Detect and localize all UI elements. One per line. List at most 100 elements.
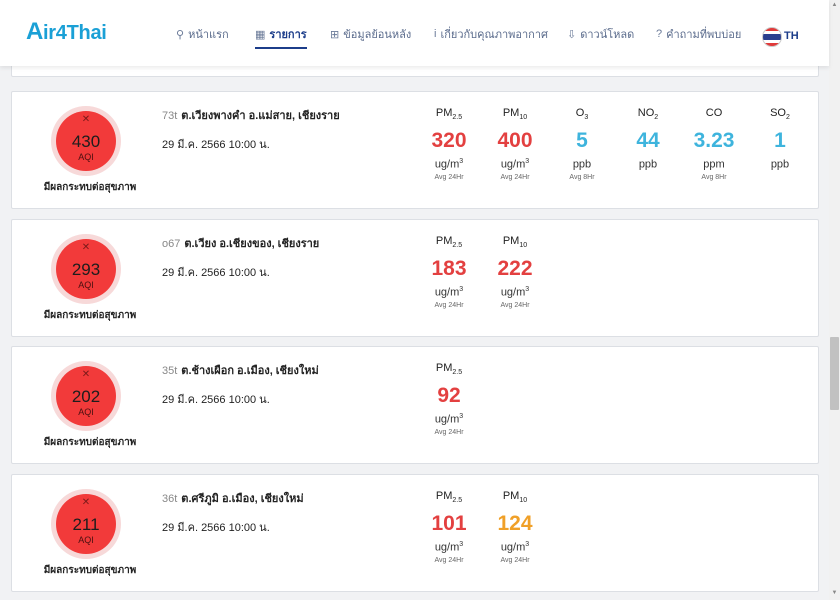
sad-face-icon: ✕ [81, 242, 91, 253]
station-code: 35t [162, 365, 178, 377]
info-icon: i [434, 28, 437, 40]
aqi-circle: ✕ 211 AQI [56, 494, 116, 554]
download-icon: ⇩ [567, 28, 577, 41]
pollutant-value: 400 [497, 129, 533, 152]
pollutant-avg-period: Avg 24Hr [500, 173, 530, 181]
pollutant-unit: ppb [572, 158, 592, 171]
station-name[interactable]: 36t ต.ศรีภูมิ อ.เมือง, เชียงใหม่ [162, 489, 304, 507]
pollutant-name: PM10 [502, 235, 528, 250]
scroll-down-arrow-icon[interactable]: ▼ [831, 590, 838, 596]
nav-download-label: ดาวน์โหลด [580, 29, 635, 41]
pollutant-avg-period: Avg 8Hr [569, 173, 595, 181]
language-switch[interactable]: TH [784, 30, 799, 42]
station-datetime: 29 มี.ค. 2566 10:00 น. [162, 522, 270, 534]
pollutant-unit: ug/m3 [434, 286, 464, 299]
pollutant-unit: ug/m3 [500, 541, 530, 554]
pollutant-so2: SO2 1 ppb [747, 107, 813, 174]
station-card[interactable]: ✕ 202 AQI มีผลกระทบต่อสุขภาพ 35t ต.ช้างเผ… [11, 346, 819, 464]
station-name[interactable]: 73t ต.เวียงพางคำ อ.แม่สาย, เชียงราย [162, 106, 340, 124]
sad-face-icon: ✕ [81, 369, 91, 380]
pollutant-o3: O3 5 ppb Avg 8Hr [549, 107, 615, 181]
pollutant-name: NO2 [637, 107, 659, 122]
station-location: ต.เวียง อ.เชียงของ, เชียงราย [184, 238, 320, 250]
station-name[interactable]: o67 ต.เวียง อ.เชียงของ, เชียงราย [162, 234, 319, 252]
pollutant-avg-period: Avg 8Hr [701, 173, 727, 181]
pollutant-unit: ug/m3 [500, 286, 530, 299]
air4thai-logo[interactable]: Air4Thai [26, 18, 107, 46]
pollutant-avg-period: Avg 24Hr [434, 301, 464, 309]
aqi-circle: ✕ 293 AQI [56, 239, 116, 299]
list-icon: ▦ [255, 28, 266, 41]
pollutant-name: PM2.5 [435, 362, 463, 377]
health-status: มีผลกระทบต่อสุขภาพ [43, 565, 137, 576]
pollutant-value: 1 [774, 129, 786, 152]
pollutant-pm25: PM2.5 92 ug/m3 Avg 24Hr [416, 362, 482, 436]
station-code: o67 [162, 238, 181, 250]
logo-text: ir4Thai [43, 22, 107, 44]
pollutant-pm10: PM10 222 ug/m3 Avg 24Hr [482, 235, 548, 309]
sad-face-icon: ✕ [81, 114, 91, 125]
pollutant-unit: ppb [770, 158, 790, 171]
pollutant-unit: ppm [703, 158, 725, 171]
aqi-label: AQI [78, 535, 94, 545]
station-location: ต.เวียงพางคำ อ.แม่สาย, เชียงราย [181, 110, 340, 122]
station-location: ต.ช้างเผือก อ.เมือง, เชียงใหม่ [181, 365, 319, 377]
aqi-value: 211 [72, 515, 100, 534]
station-datetime: 29 มี.ค. 2566 10:00 น. [162, 267, 270, 279]
pollutant-value: 92 [437, 384, 461, 407]
pollutant-avg-period: Avg 24Hr [434, 428, 464, 436]
health-status: มีผลกระทบต่อสุขภาพ [43, 310, 137, 321]
pollutant-value: 5 [576, 129, 588, 152]
nav-home[interactable]: ⚲ หน้าแรก [176, 25, 229, 43]
scroll-up-arrow-icon[interactable]: ▲ [831, 2, 838, 8]
pollutant-unit: ppb [638, 158, 658, 171]
pollutant-value: 101 [431, 512, 467, 535]
pollutant-value: 3.23 [693, 129, 735, 152]
pollutant-name: CO [705, 107, 723, 119]
scrollbar-track[interactable] [829, 0, 840, 600]
pollutant-avg-period: Avg 24Hr [500, 301, 530, 309]
station-card[interactable]: ✕ 211 AQI มีผลกระทบต่อสุขภาพ 36t ต.ศรีภูม… [11, 474, 819, 592]
pollutant-pm25: PM2.5 101 ug/m3 Avg 24Hr [416, 490, 482, 564]
station-code: 73t [162, 110, 178, 122]
thai-flag-icon[interactable] [762, 27, 782, 47]
pollutant-name: O3 [575, 107, 589, 122]
nav-faq[interactable]: ? คำถามที่พบบ่อย [656, 25, 741, 43]
pollutant-unit: ug/m3 [434, 158, 464, 171]
station-card[interactable]: ✕ 430 AQI มีผลกระทบต่อสุขภาพ 73t ต.เวียงพ… [11, 91, 819, 209]
nav-list[interactable]: ▦ รายการ [255, 25, 307, 49]
aqi-badge: ✕ 430 AQI [51, 106, 121, 176]
pollutant-name: PM2.5 [435, 490, 463, 505]
pollutant-no2: NO2 44 ppb [615, 107, 681, 174]
pollutant-avg-period: Avg 24Hr [434, 173, 464, 181]
pollutant-value: 44 [636, 129, 660, 152]
pollutant-unit: ug/m3 [434, 541, 464, 554]
nav-history-label: ข้อมูลย้อนหลัง [343, 29, 412, 41]
aqi-circle: ✕ 430 AQI [56, 111, 116, 171]
aqi-badge: ✕ 293 AQI [51, 234, 121, 304]
pollutant-value: 222 [497, 257, 533, 280]
pollutant-name: PM10 [502, 107, 528, 122]
health-status: มีผลกระทบต่อสุขภาพ [43, 182, 137, 193]
aqi-label: AQI [78, 152, 94, 162]
nav-list-label: รายการ [269, 29, 307, 41]
logo-letter: A [26, 18, 44, 45]
scrollbar-thumb[interactable] [830, 337, 839, 410]
station-card[interactable]: ✕ 293 AQI มีผลกระทบต่อสุขภาพ o67 ต.เวียง … [11, 219, 819, 337]
pollutant-avg-period: Avg 24Hr [434, 556, 464, 564]
nav-about[interactable]: i เกี่ยวกับคุณภาพอากาศ [434, 25, 548, 43]
nav-history[interactable]: ⊞ ข้อมูลย้อนหลัง [330, 25, 411, 43]
aqi-badge: ✕ 202 AQI [51, 361, 121, 431]
question-icon: ? [656, 28, 663, 40]
aqi-circle: ✕ 202 AQI [56, 366, 116, 426]
aqi-value: 430 [71, 132, 101, 151]
aqi-value: 202 [71, 387, 101, 406]
pollutant-value: 124 [497, 512, 533, 535]
pollutant-name: PM2.5 [435, 107, 463, 122]
station-location: ต.ศรีภูมิ อ.เมือง, เชียงใหม่ [181, 493, 304, 505]
station-code: 36t [162, 493, 178, 505]
nav-download[interactable]: ⇩ ดาวน์โหลด [567, 25, 634, 43]
station-name[interactable]: 35t ต.ช้างเผือก อ.เมือง, เชียงใหม่ [162, 361, 319, 379]
nav-faq-label: คำถามที่พบบ่อย [666, 29, 742, 41]
pollutant-name: PM10 [502, 490, 528, 505]
